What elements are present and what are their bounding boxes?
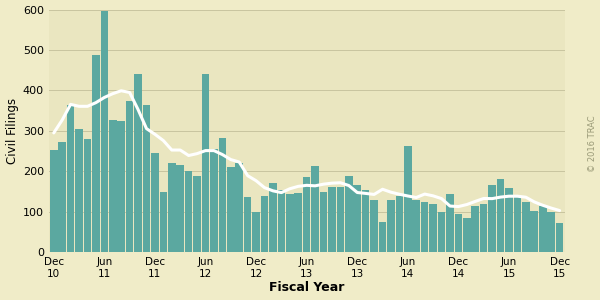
Bar (311, 166, 319, 252)
Bar (455, 214, 462, 252)
X-axis label: Fiscal Year: Fiscal Year (269, 281, 344, 294)
Bar (75, 129, 83, 252)
Bar (227, 167, 235, 252)
Bar (530, 211, 538, 252)
Bar (235, 163, 243, 252)
Bar (430, 204, 437, 252)
Bar (67, 105, 74, 252)
Bar (58, 142, 66, 252)
Bar (261, 196, 268, 252)
Bar (50, 150, 58, 252)
Bar (278, 190, 285, 252)
Bar (303, 177, 310, 252)
Bar (218, 138, 226, 252)
Bar (438, 212, 445, 252)
Bar (539, 206, 547, 252)
Bar (395, 196, 403, 252)
Bar (446, 194, 454, 252)
Bar (193, 176, 201, 252)
Bar (522, 202, 530, 252)
Bar (379, 222, 386, 252)
Bar (505, 188, 513, 252)
Bar (134, 74, 142, 252)
Bar (151, 153, 159, 252)
Bar (328, 188, 336, 252)
Bar (320, 192, 328, 252)
Bar (404, 146, 412, 252)
Bar (362, 190, 370, 252)
Bar (109, 120, 116, 252)
Bar (514, 196, 521, 252)
Bar (556, 223, 563, 252)
Bar (286, 194, 293, 252)
Bar (480, 204, 487, 252)
Bar (168, 163, 176, 252)
Bar (337, 188, 344, 252)
Bar (83, 139, 91, 252)
Bar (118, 121, 125, 252)
Bar (497, 178, 505, 252)
Bar (387, 200, 395, 252)
Bar (143, 105, 150, 252)
Bar (463, 218, 470, 252)
Bar (244, 197, 251, 252)
Bar (185, 171, 193, 252)
Bar (92, 55, 100, 252)
Bar (269, 184, 277, 252)
Bar (345, 176, 353, 252)
Bar (210, 149, 218, 252)
Bar (295, 193, 302, 252)
Bar (160, 191, 167, 252)
Bar (472, 206, 479, 252)
Bar (547, 212, 555, 252)
Bar (370, 200, 378, 252)
Bar (176, 165, 184, 252)
Bar (353, 185, 361, 252)
Bar (202, 74, 209, 252)
Bar (252, 212, 260, 252)
Bar (421, 202, 428, 252)
Bar (126, 100, 133, 252)
Y-axis label: Civil Filings: Civil Filings (5, 98, 19, 164)
Text: © 2016 TRAC: © 2016 TRAC (588, 116, 597, 172)
Bar (101, 11, 108, 252)
Bar (488, 185, 496, 252)
Bar (412, 200, 420, 252)
